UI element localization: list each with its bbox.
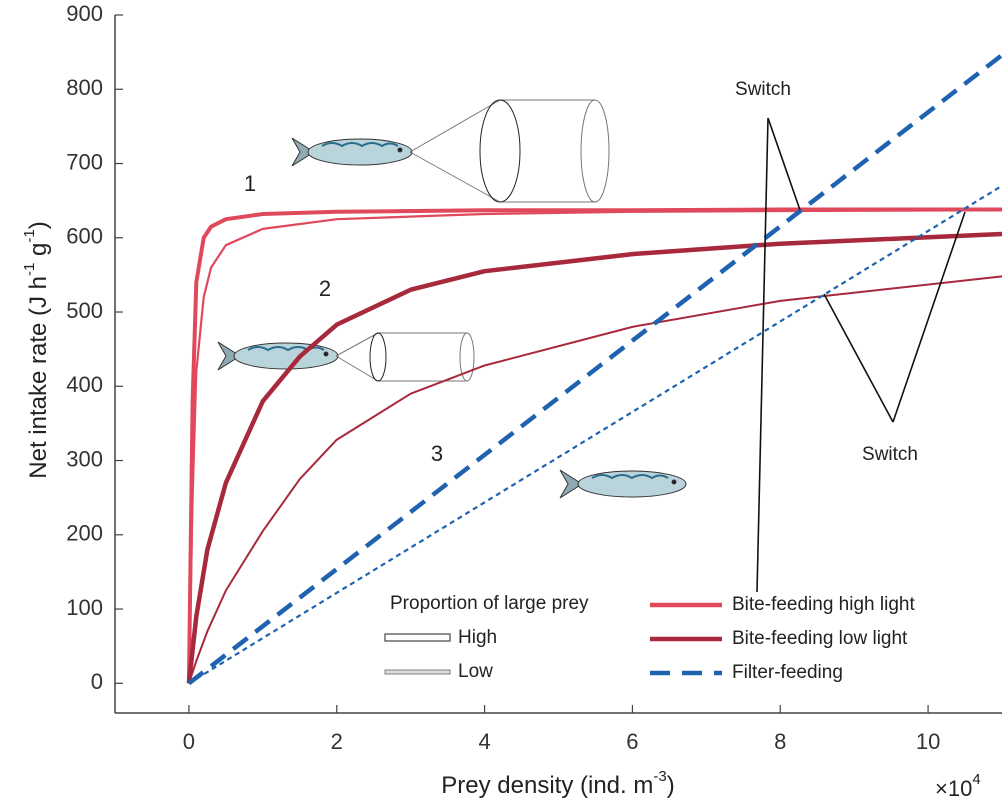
- y-tick-label: 800: [66, 75, 103, 100]
- annotation: 1: [244, 171, 256, 196]
- prey-legend: Proportion of large prey High Low: [385, 593, 589, 682]
- x-tick-label: 0: [183, 729, 195, 754]
- y-axis-label: Net intake rate (J h-1 g-1): [21, 221, 52, 478]
- y-label-mid: g: [25, 243, 52, 263]
- y-tick-label: 100: [66, 595, 103, 620]
- y-tick-label: 200: [66, 521, 103, 546]
- legend-swatch: [385, 634, 450, 641]
- switch-pointers: [757, 118, 965, 592]
- y-tick-label: 500: [66, 298, 103, 323]
- y-tick-label: 600: [66, 224, 103, 249]
- y-label-sup: -1: [21, 229, 38, 242]
- x-tick-label: 8: [774, 729, 786, 754]
- y-tick-label: 0: [91, 669, 103, 694]
- y-tick-label: 400: [66, 372, 103, 397]
- legend-swatch: [385, 670, 450, 674]
- annotation: Switch: [735, 79, 791, 100]
- annotation: Switch: [862, 444, 918, 465]
- fish-illustrations: [218, 100, 686, 498]
- y-label-text: Net intake rate (J h: [25, 276, 52, 479]
- prey-legend-title: Proportion of large prey: [390, 593, 589, 614]
- x-multiplier: ×104: [935, 771, 981, 801]
- x-tick-label: 6: [626, 729, 638, 754]
- x-label-sup: -3: [653, 768, 666, 785]
- annotation: 3: [431, 441, 443, 466]
- x-multiplier-sup: 4: [972, 771, 980, 788]
- prey-legend-label: High: [458, 627, 497, 648]
- x-tick-label: 10: [916, 729, 940, 754]
- chart: 02468100100200300400500600700800900 Prey…: [0, 0, 1003, 810]
- y-tick-label: 900: [66, 1, 103, 26]
- annotation: 2: [319, 276, 331, 301]
- x-label-end: ): [667, 772, 675, 799]
- prey-legend-label: Low: [458, 661, 493, 682]
- legend-label: Filter-feeding: [732, 662, 843, 683]
- x-axis-label: Prey density (ind. m-3): [441, 768, 674, 799]
- y-tick-label: 300: [66, 446, 103, 471]
- x-tick-label: 2: [331, 729, 343, 754]
- y-label-end: ): [25, 221, 52, 229]
- legend: Bite-feeding high light Bite-feeding low …: [650, 594, 915, 683]
- legend-label: Bite-feeding high light: [732, 594, 915, 615]
- x-tick-label: 4: [478, 729, 490, 754]
- y-label-sup: -1: [21, 263, 38, 276]
- legend-label: Bite-feeding low light: [732, 628, 908, 649]
- x-label-text: Prey density (ind. m: [441, 772, 653, 799]
- x-multiplier-text: ×10: [935, 776, 972, 801]
- y-tick-label: 700: [66, 149, 103, 174]
